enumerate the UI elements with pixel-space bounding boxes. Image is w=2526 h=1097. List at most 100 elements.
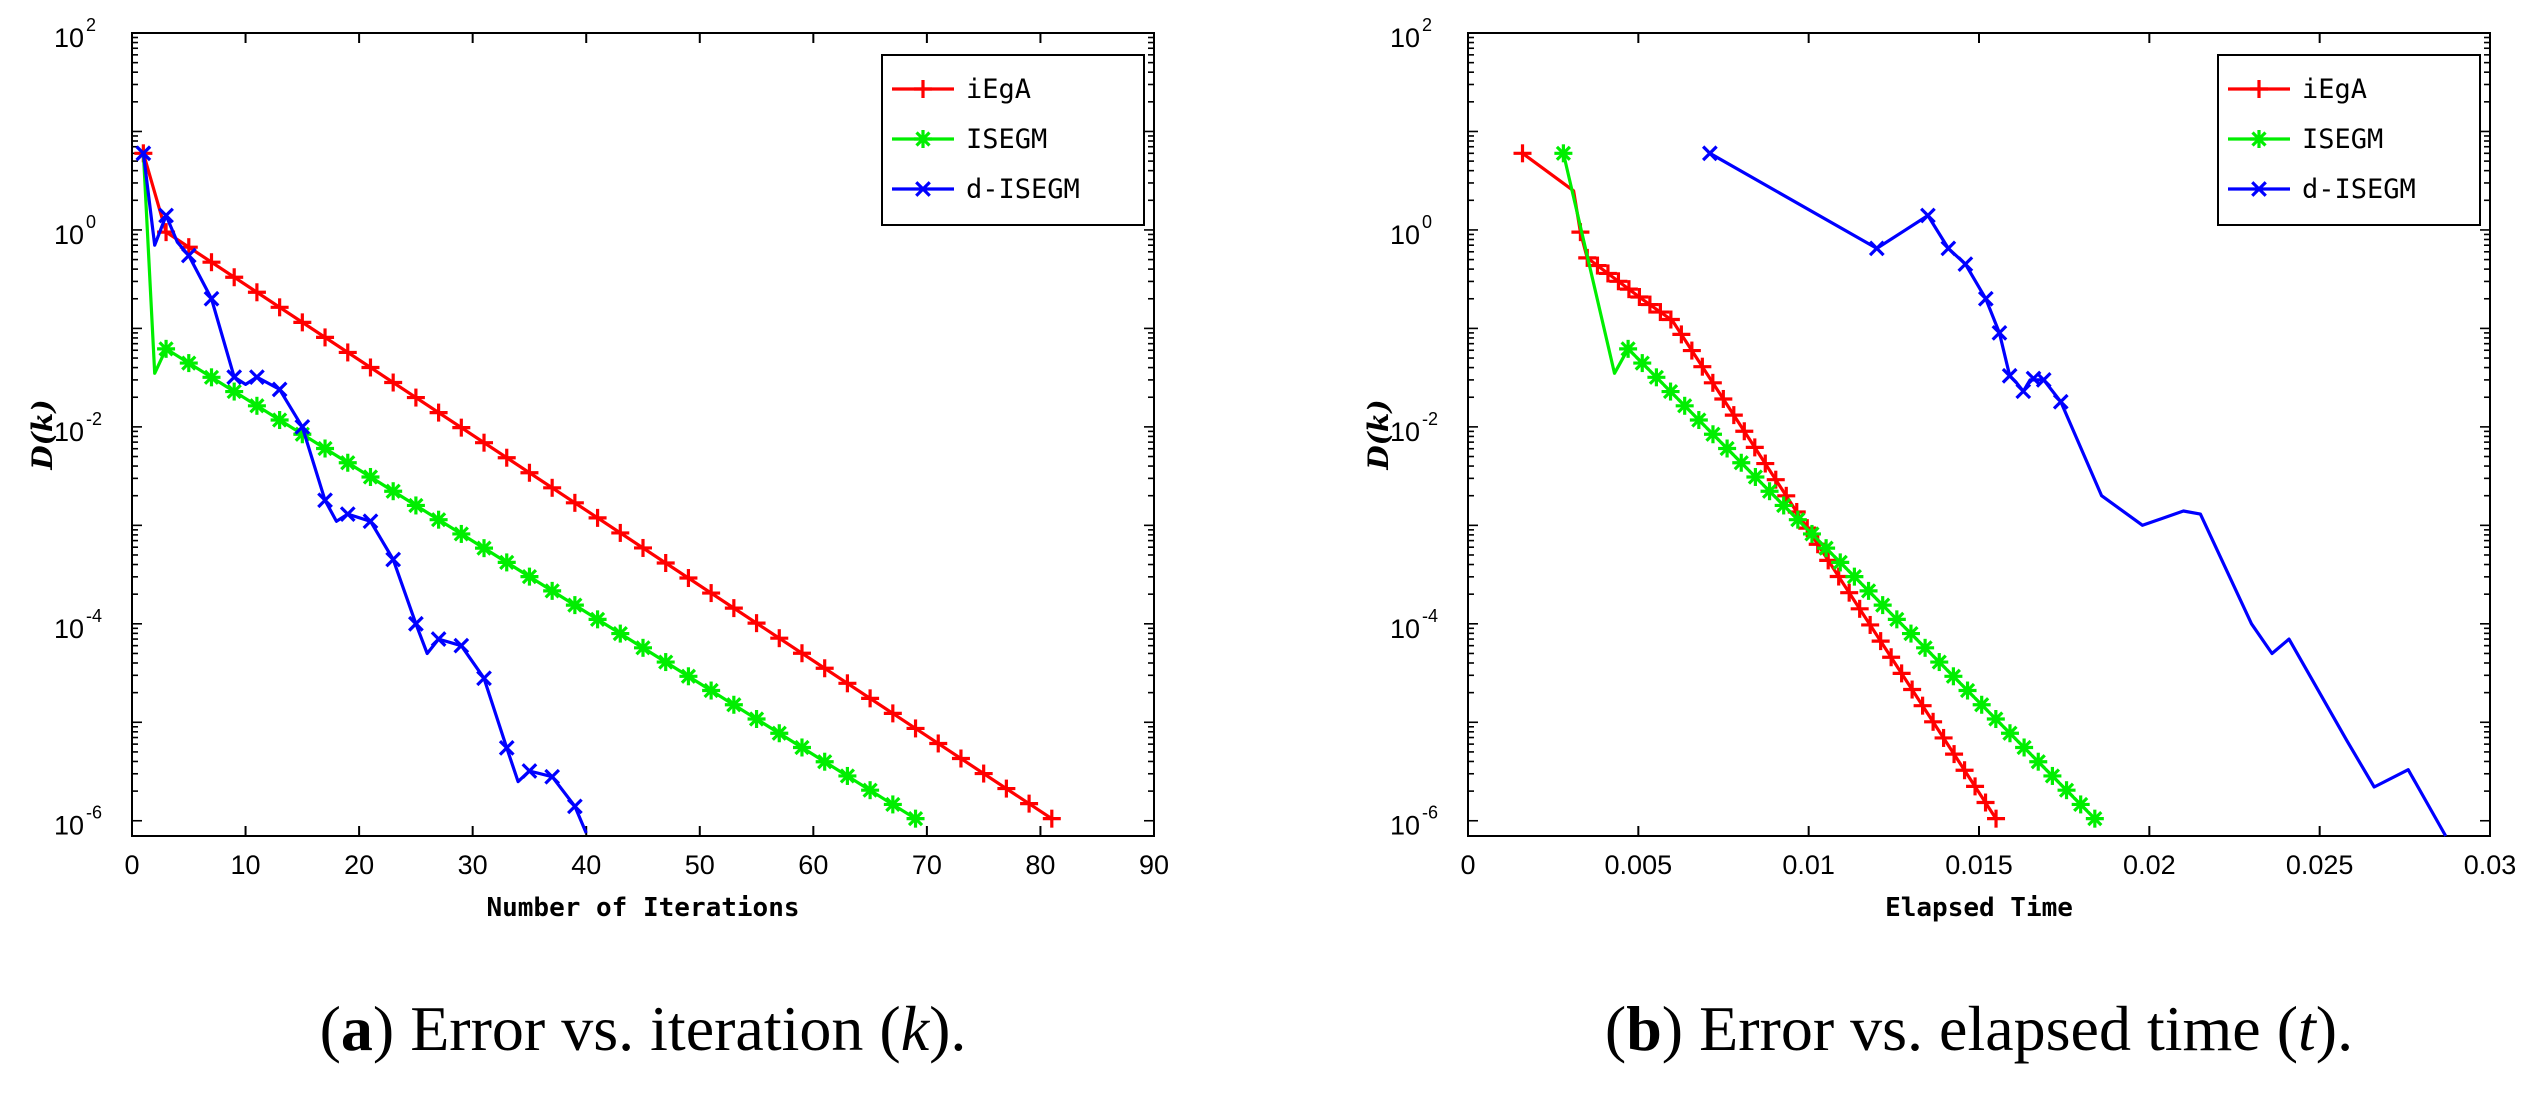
- marker-stroke: [1991, 325, 2008, 341]
- legend-label: ISEGM: [966, 124, 1047, 155]
- marker-p1-s1-20: [1887, 610, 1906, 629]
- caption-part: b: [1626, 993, 1662, 1064]
- marker-p0-s1-7: [316, 439, 335, 458]
- marker-stroke: [544, 583, 560, 599]
- marker-p0-s1-16: [520, 567, 539, 586]
- series-ISEGM: [141, 153, 925, 828]
- marker-p1-s1-19: [1873, 596, 1892, 615]
- marker-p1-s0-12: [1682, 341, 1701, 360]
- marker-p0-s2-1: [158, 207, 174, 224]
- y-tick-base: 10: [54, 811, 84, 841]
- marker-p0-s0-28: [770, 629, 789, 648]
- marker-p0-s0-6: [270, 298, 289, 317]
- marker-stroke: [408, 615, 424, 632]
- marker-p0-s1-0: [157, 339, 176, 358]
- legend-item-ISEGM: ISEGM: [892, 124, 1047, 155]
- marker-p1-s1-legend: [2250, 130, 2268, 148]
- marker-p1-s1-18: [1859, 581, 1878, 600]
- marker-p1-s1-8: [1718, 439, 1737, 458]
- marker-p0-s2-18: [544, 768, 561, 785]
- marker-p1-s1-2: [1633, 354, 1652, 373]
- marker-stroke: [566, 798, 583, 815]
- marker-p1-s1-30: [2029, 752, 2048, 771]
- marker-p0-s0-35: [929, 734, 948, 753]
- marker-p1-s0-31: [1882, 648, 1901, 667]
- marker-p0-s1-23: [679, 667, 698, 686]
- marker-p1-s2-4: [1957, 256, 1974, 272]
- marker-p0-s1-9: [361, 467, 380, 486]
- marker-p1-s0-16: [1724, 406, 1743, 425]
- marker-p1-s0-40: [1976, 793, 1995, 812]
- y-tick-base: 10: [1390, 614, 1420, 644]
- y-tick-label: 10 2: [54, 15, 96, 53]
- marker-p1-s1-26: [1972, 695, 1991, 714]
- marker-p1-s0-7: [1630, 288, 1649, 307]
- marker-p0-s0-19: [565, 493, 584, 512]
- marker-p0-s2-10: [362, 513, 379, 530]
- marker-stroke: [589, 611, 606, 627]
- marker-p1-s1-33: [2071, 795, 2090, 814]
- marker-p1-s2-10: [2035, 372, 2052, 388]
- marker-stroke: [2044, 768, 2061, 784]
- marker-stroke: [1804, 526, 1820, 542]
- x-tick-label: 50: [685, 850, 715, 880]
- marker-p1-s1-15: [1817, 539, 1836, 558]
- marker-p0-s0-16: [497, 448, 516, 467]
- marker-p0-s1-15: [497, 553, 516, 572]
- marker-p0-s2-3: [203, 290, 220, 307]
- marker-p0-s1-31: [861, 781, 880, 800]
- marker-p0-s2-6: [271, 381, 288, 398]
- marker-stroke: [907, 811, 924, 827]
- marker-p0-s0-23: [656, 553, 675, 572]
- marker-p1-s1-4: [1661, 382, 1680, 401]
- marker-stroke: [1705, 426, 1721, 442]
- marker-p0-s0-33: [883, 704, 902, 723]
- marker-p1-s1-1: [1619, 339, 1638, 358]
- marker-stroke: [339, 506, 356, 523]
- marker-p0-s0-25: [702, 584, 721, 603]
- marker-p0-s0-7: [293, 313, 312, 332]
- marker-stroke: [1988, 711, 2004, 727]
- marker-stroke: [1733, 455, 1749, 471]
- marker-p1-s0-37: [1945, 745, 1964, 764]
- marker-p0-s1-4: [247, 396, 266, 415]
- caption-part: ).: [929, 993, 966, 1064]
- legend: iEgA ISEGM d-ISEGM: [2217, 54, 2481, 226]
- marker-stroke: [2087, 811, 2103, 827]
- legend: iEgA ISEGM d-ISEGM: [881, 54, 1145, 226]
- legend-label: ISEGM: [2302, 124, 2383, 155]
- x-tick-label: 0.005: [1605, 850, 1673, 880]
- y-tick-base: 10: [1390, 23, 1420, 53]
- x-tick-label: 30: [458, 850, 488, 880]
- marker-p0-s1-10: [384, 482, 403, 501]
- marker-p0-s0-13: [429, 403, 448, 422]
- marker-stroke: [680, 668, 697, 684]
- marker-stroke: [726, 697, 742, 713]
- marker-p0-s1-29: [815, 752, 834, 771]
- marker-p0-s1-30: [838, 766, 857, 785]
- marker-p0-s0-10: [361, 358, 380, 377]
- marker-stroke: [2016, 739, 2032, 756]
- marker-stroke: [158, 341, 174, 357]
- marker-stroke: [915, 131, 931, 147]
- series-iEgA: [134, 144, 1061, 828]
- marker-p1-s1-31: [2043, 766, 2062, 785]
- series-ISEGM: [1554, 144, 2104, 828]
- marker-stroke: [476, 670, 492, 687]
- y-axis-label: D(k): [26, 399, 59, 470]
- marker-stroke: [430, 631, 447, 647]
- marker-p1-s0-3: [1588, 256, 1607, 275]
- marker-p0-s2-8: [317, 492, 333, 509]
- marker-p1-s2-0: [1701, 145, 1718, 162]
- y-tick-label: 10 -2: [54, 409, 102, 447]
- marker-p1-s2-3: [1940, 240, 1957, 257]
- marker-p1-s2-5: [1977, 290, 1994, 307]
- marker-stroke: [180, 247, 197, 264]
- marker-p1-s0-25: [1819, 551, 1838, 570]
- y-tick-base: 10: [1390, 417, 1420, 447]
- marker-p0-s1-1: [179, 354, 198, 373]
- marker-stroke: [817, 754, 833, 770]
- marker-stroke: [476, 540, 492, 556]
- marker-stroke: [1917, 640, 1933, 656]
